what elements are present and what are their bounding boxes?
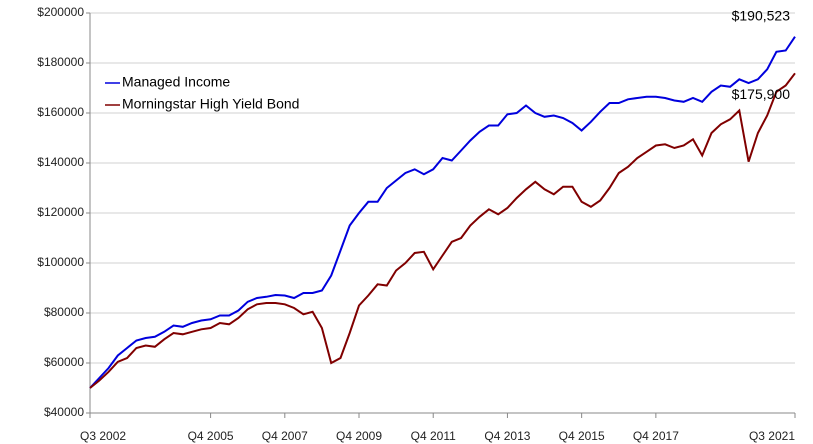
y-tick-label: $120000 [37, 205, 84, 219]
annotation: $190,523 [732, 7, 791, 23]
x-tick-label: Q4 2015 [559, 429, 605, 443]
x-tick-label: Q4 2011 [411, 429, 456, 443]
x-tick-label: Q3 2002 [80, 429, 126, 443]
y-tick-label: $100000 [37, 255, 84, 269]
y-tick-label: $140000 [37, 155, 84, 169]
y-tick-label: $40000 [44, 405, 84, 419]
y-tick-label: $60000 [44, 355, 84, 369]
series-line [89, 36, 796, 389]
x-tick-label: Q4 2009 [336, 429, 382, 443]
y-tick-label: $80000 [44, 305, 84, 319]
series-line [89, 72, 796, 389]
y-tick-label: $180000 [37, 55, 84, 69]
y-tick-label: $160000 [37, 105, 84, 119]
y-tick-label: $200000 [37, 5, 84, 19]
x-tick-label: Q4 2013 [484, 429, 530, 443]
x-tick-label: Q4 2005 [188, 429, 234, 443]
legend-label: Managed Income [122, 74, 230, 90]
x-tick-label: Q4 2017 [633, 429, 679, 443]
annotation: $175,900 [732, 86, 791, 102]
x-tick-label: Q3 2021 [749, 429, 795, 443]
x-tick-label: Q4 2007 [262, 429, 308, 443]
legend-label: Morningstar High Yield Bond [122, 96, 299, 112]
